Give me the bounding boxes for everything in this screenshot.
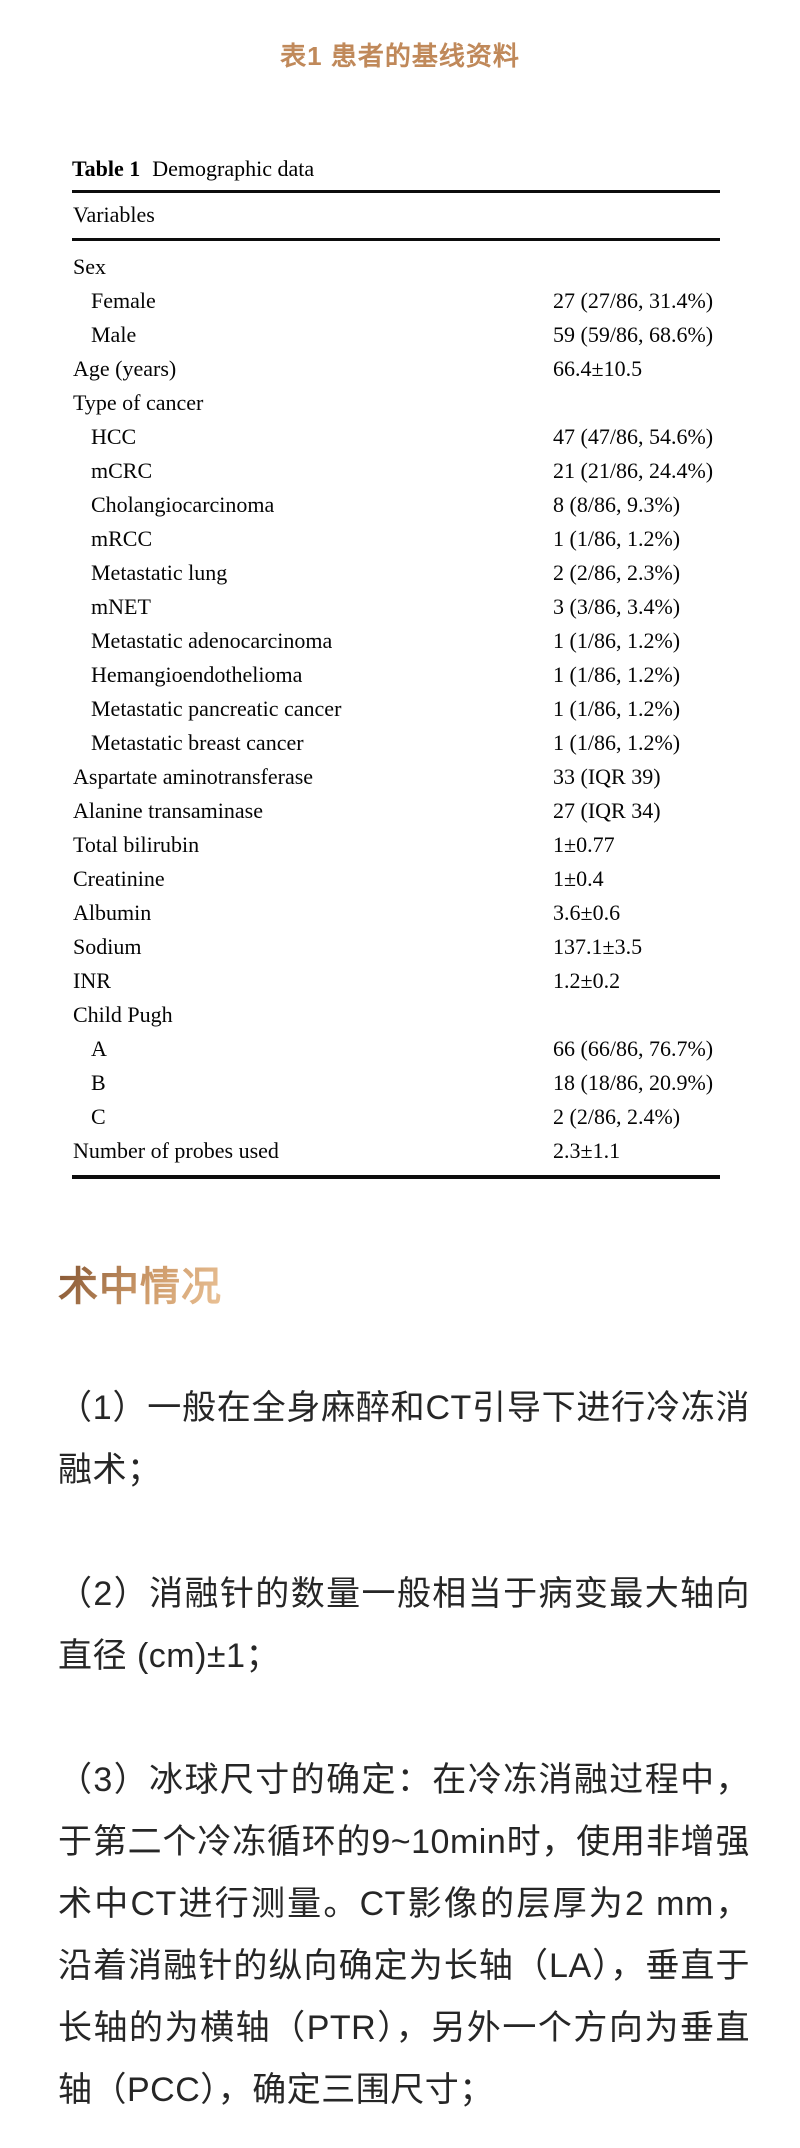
- table-row: Albumin 3.6±0.6: [72, 896, 720, 930]
- row-value: 47 (47/86, 54.6%): [553, 424, 714, 449]
- table-title-zh: 表1 患者的基线资料: [280, 41, 520, 71]
- row-value: 33 (IQR 39): [553, 764, 661, 789]
- table-row: Type of cancer: [72, 386, 720, 420]
- table-row: Male 59 (59/86, 68.6%): [72, 318, 720, 352]
- table-row: Alanine transaminase 27 (IQR 34): [72, 794, 720, 828]
- row-value: 1.2±0.2: [553, 968, 621, 993]
- row-label: Child Pugh: [73, 1002, 173, 1027]
- table-caption-text: Demographic data: [152, 156, 315, 181]
- row-label: Metastatic breast cancer: [91, 730, 304, 755]
- row-label: Alanine transaminase: [73, 798, 263, 823]
- row-value: 2.3±1.1: [553, 1138, 621, 1163]
- row-value: 66.4±10.5: [553, 356, 643, 381]
- row-value: 1 (1/86, 1.2%): [553, 526, 681, 551]
- row-value: [553, 998, 720, 1032]
- row-value: [553, 386, 720, 420]
- table-row: Number of probes used 2.3±1.1: [72, 1134, 720, 1168]
- row-value: 137.1±3.5: [553, 934, 643, 959]
- demographic-table: Table 1 Demographic data Variables Sex Fem…: [72, 157, 720, 1179]
- row-label: Female: [91, 288, 156, 313]
- row-value: 1 (1/86, 1.2%): [553, 628, 681, 653]
- table-rule-top: [72, 190, 720, 193]
- row-label: A: [91, 1036, 107, 1061]
- table-rule-bottom: [72, 1175, 720, 1179]
- section-heading: 术中情况: [58, 1259, 222, 1315]
- row-value: 21 (21/86, 24.4%): [553, 458, 714, 483]
- table-column-header: Variables: [73, 202, 155, 227]
- row-label: Creatinine: [73, 866, 165, 891]
- row-value: 8 (8/86, 9.3%): [553, 492, 681, 517]
- table-row: Female 27 (27/86, 31.4%): [72, 284, 720, 318]
- body-paragraph: （1）一般在全身麻醉和CT引导下进行冷冻消融术；: [58, 1389, 750, 1489]
- row-label: Number of probes used: [73, 1138, 279, 1163]
- table-caption-label: Table 1: [72, 156, 141, 181]
- row-label: INR: [73, 968, 111, 993]
- row-value: 2 (2/86, 2.3%): [553, 560, 681, 585]
- table-row: B 18 (18/86, 20.9%): [72, 1066, 720, 1100]
- table-row: Metastatic pancreatic cancer 1 (1/86, 1.2…: [72, 692, 720, 726]
- table-row: Metastatic adenocarcinoma 1 (1/86, 1.2%): [72, 624, 720, 658]
- table-row: Metastatic breast cancer 1 (1/86, 1.2%): [72, 726, 720, 760]
- table-row: Sex: [72, 250, 720, 284]
- table-row: Aspartate aminotransferase 33 (IQR 39): [72, 760, 720, 794]
- table-row: mRCC 1 (1/86, 1.2%): [72, 522, 720, 556]
- table-rows: Sex Female 27 (27/86, 31.4%) Male 59 (59/86,…: [72, 241, 720, 1168]
- row-label: Total bilirubin: [73, 832, 200, 857]
- row-label: C: [91, 1104, 106, 1129]
- row-value: 59 (59/86, 68.6%): [553, 322, 714, 347]
- row-label: Aspartate aminotransferase: [73, 764, 314, 789]
- table-row: C 2 (2/86, 2.4%): [72, 1100, 720, 1134]
- row-value: 1±0.77: [553, 832, 615, 857]
- row-label: mNET: [91, 594, 151, 619]
- table-row: Child Pugh: [72, 998, 720, 1032]
- table-row: Creatinine 1±0.4: [72, 862, 720, 896]
- row-label: Hemangioendothelioma: [91, 662, 303, 687]
- table-row: Metastatic lung 2 (2/86, 2.3%): [72, 556, 720, 590]
- row-label: Albumin: [73, 900, 152, 925]
- section-body: （1）一般在全身麻醉和CT引导下进行冷冻消融术； （2）消融针的数量一般相当于病变…: [58, 1377, 750, 2121]
- table-row: INR 1.2±0.2: [72, 964, 720, 998]
- table-row: mCRC 21 (21/86, 24.4%): [72, 454, 720, 488]
- row-label: Type of cancer: [73, 390, 204, 415]
- row-label: B: [91, 1070, 106, 1095]
- table-row: HCC 47 (47/86, 54.6%): [72, 420, 720, 454]
- table-row: Total bilirubin 1±0.77: [72, 828, 720, 862]
- row-label: mCRC: [91, 458, 153, 483]
- row-value: [553, 250, 720, 284]
- row-label: Metastatic lung: [91, 560, 228, 585]
- row-label: Metastatic pancreatic cancer: [91, 696, 342, 721]
- row-label: Sex: [73, 254, 106, 279]
- row-value: 18 (18/86, 20.9%): [553, 1070, 714, 1095]
- row-label: Male: [91, 322, 137, 347]
- row-label: mRCC: [91, 526, 153, 551]
- row-value: 3 (3/86, 3.4%): [553, 594, 681, 619]
- body-paragraph: （3）冰球尺寸的确定：在冷冻消融过程中，于第二个冷冻循环的9~10min时，使用…: [58, 1761, 750, 2109]
- table-caption: Table 1 Demographic data: [72, 157, 720, 181]
- table-row: Sodium 137.1±3.5: [72, 930, 720, 964]
- table-row: Hemangioendothelioma 1 (1/86, 1.2%): [72, 658, 720, 692]
- row-value: 1 (1/86, 1.2%): [553, 696, 681, 721]
- body-paragraph: （2）消融针的数量一般相当于病变最大轴向直径 (cm)±1；: [58, 1575, 750, 1675]
- row-value: 66 (66/86, 76.7%): [553, 1036, 714, 1061]
- row-value: 1±0.4: [553, 866, 604, 891]
- table-rule-middle: [72, 238, 720, 241]
- row-label: Metastatic adenocarcinoma: [91, 628, 333, 653]
- row-value: 1 (1/86, 1.2%): [553, 662, 681, 687]
- row-value: 3.6±0.6: [553, 900, 621, 925]
- table-row: Age (years) 66.4±10.5: [72, 352, 720, 386]
- row-label: Sodium: [73, 934, 142, 959]
- table-row: mNET 3 (3/86, 3.4%): [72, 590, 720, 624]
- row-label: Age (years): [73, 356, 177, 381]
- table-row: Cholangiocarcinoma 8 (8/86, 9.3%): [72, 488, 720, 522]
- row-value: 2 (2/86, 2.4%): [553, 1104, 681, 1129]
- row-value: 27 (IQR 34): [553, 798, 661, 823]
- table-row: A 66 (66/86, 76.7%): [72, 1032, 720, 1066]
- row-label: Cholangiocarcinoma: [91, 492, 275, 517]
- row-label: HCC: [91, 424, 137, 449]
- row-value: 27 (27/86, 31.4%): [553, 288, 714, 313]
- row-value: 1 (1/86, 1.2%): [553, 730, 681, 755]
